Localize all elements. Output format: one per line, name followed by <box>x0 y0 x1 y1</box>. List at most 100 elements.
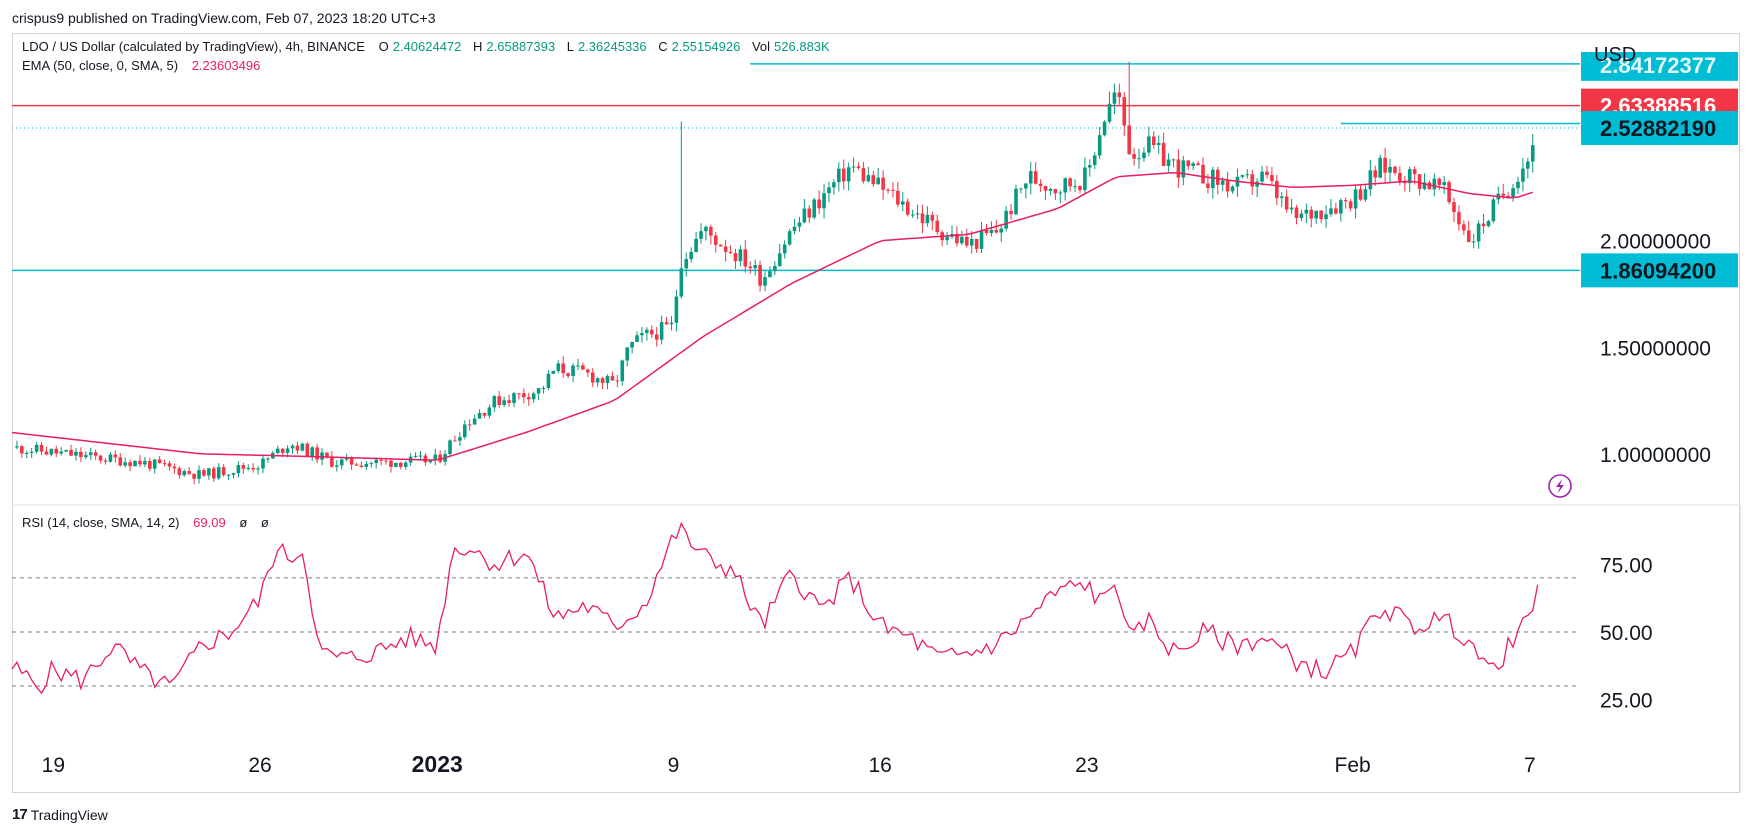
candle-body[interactable] <box>113 454 118 458</box>
candle-body[interactable] <box>1117 92 1122 98</box>
candle-body[interactable] <box>1329 208 1333 215</box>
candle-body[interactable] <box>472 418 477 425</box>
candle-body[interactable] <box>1358 189 1363 200</box>
candle-body[interactable] <box>1230 186 1235 192</box>
candle-body[interactable] <box>177 468 182 476</box>
candle-body[interactable] <box>1102 121 1107 136</box>
candle-body[interactable] <box>1191 163 1195 167</box>
candle-body[interactable] <box>1225 180 1230 192</box>
candle-body[interactable] <box>1353 189 1358 209</box>
candle-body[interactable] <box>69 449 73 456</box>
candle-body[interactable] <box>1476 223 1481 242</box>
candle-body[interactable] <box>1462 224 1466 231</box>
candle-body[interactable] <box>1196 163 1200 165</box>
candle-body[interactable] <box>856 166 861 169</box>
candle-body[interactable] <box>531 393 536 400</box>
candle-body[interactable] <box>748 266 753 269</box>
candle-body[interactable] <box>630 341 634 348</box>
candle-body[interactable] <box>216 467 221 479</box>
candle-body[interactable] <box>1122 97 1127 126</box>
candle-body[interactable] <box>1240 175 1245 177</box>
candle-body[interactable] <box>20 446 24 454</box>
candle-body[interactable] <box>1432 178 1437 190</box>
candle-body[interactable] <box>679 268 684 297</box>
candle-body[interactable] <box>207 468 211 476</box>
candle-body[interactable] <box>423 455 428 463</box>
candle-body[interactable] <box>964 236 969 246</box>
candle-body[interactable] <box>777 253 782 266</box>
candle-body[interactable] <box>787 231 792 245</box>
candle-body[interactable] <box>1127 125 1131 155</box>
candle-body[interactable] <box>605 376 610 383</box>
candle-body[interactable] <box>1097 135 1102 156</box>
candle-body[interactable] <box>536 388 541 394</box>
rsi-line[interactable] <box>11 521 1539 695</box>
candle-body[interactable] <box>428 459 433 463</box>
candle-body[interactable] <box>600 378 605 383</box>
candle-body[interactable] <box>1452 202 1456 213</box>
candle-body[interactable] <box>709 226 713 236</box>
candle-body[interactable] <box>182 471 187 476</box>
candle-body[interactable] <box>541 387 546 389</box>
candle-body[interactable] <box>866 175 871 182</box>
candle-body[interactable] <box>723 246 728 252</box>
tradingview-logo[interactable]: 17 TradingView <box>12 806 108 823</box>
candle-body[interactable] <box>1004 210 1008 229</box>
candle-body[interactable] <box>1171 159 1176 161</box>
candle-body[interactable] <box>79 451 83 458</box>
candle-body[interactable] <box>300 443 305 451</box>
candle-body[interactable] <box>354 464 359 466</box>
candle-body[interactable] <box>915 213 920 215</box>
candle-body[interactable] <box>310 447 315 457</box>
candle-body[interactable] <box>1422 182 1427 189</box>
candle-body[interactable] <box>502 400 506 406</box>
candle-body[interactable] <box>1457 212 1461 225</box>
candle-body[interactable] <box>143 460 147 465</box>
candle-body[interactable] <box>758 265 762 286</box>
candle-body[interactable] <box>128 462 132 467</box>
candle-body[interactable] <box>197 470 201 479</box>
candle-body[interactable] <box>413 455 418 457</box>
candle-body[interactable] <box>1215 169 1220 185</box>
candle-body[interactable] <box>930 214 935 221</box>
candle-body[interactable] <box>768 271 772 278</box>
candle-body[interactable] <box>1220 180 1225 185</box>
candle-body[interactable] <box>792 226 797 232</box>
candle-body[interactable] <box>152 459 157 469</box>
candle-body[interactable] <box>1092 155 1097 166</box>
candle-body[interactable] <box>654 334 659 340</box>
candle-body[interactable] <box>595 378 600 383</box>
candle-body[interactable] <box>453 440 457 442</box>
candle-body[interactable] <box>649 329 654 335</box>
candle-body[interactable] <box>1398 172 1402 182</box>
candle-body[interactable] <box>211 468 216 479</box>
candle-body[interactable] <box>172 466 177 469</box>
candle-body[interactable] <box>994 229 999 233</box>
candle-body[interactable] <box>989 229 994 233</box>
candle-body[interactable] <box>615 380 620 382</box>
candle-body[interactable] <box>133 460 137 467</box>
candle-body[interactable] <box>1151 136 1156 146</box>
candle-body[interactable] <box>689 251 693 260</box>
candle-body[interactable] <box>886 189 890 191</box>
candle-body[interactable] <box>1516 181 1520 189</box>
candle-body[interactable] <box>1161 142 1166 166</box>
candle-body[interactable] <box>1334 208 1338 214</box>
candle-body[interactable] <box>236 465 241 474</box>
candle-body[interactable] <box>1166 159 1171 166</box>
candle-body[interactable] <box>1319 210 1323 220</box>
candle-body[interactable] <box>24 452 29 454</box>
candle-body[interactable] <box>1024 183 1028 189</box>
candle-body[interactable] <box>625 347 629 361</box>
candle-body[interactable] <box>699 231 703 239</box>
candle-body[interactable] <box>359 465 364 468</box>
candle-body[interactable] <box>1299 213 1304 218</box>
candle-body[interactable] <box>477 412 482 419</box>
candle-body[interactable] <box>590 372 595 383</box>
candle-body[interactable] <box>546 373 551 388</box>
candle-body[interactable] <box>1068 178 1072 187</box>
candle-body[interactable] <box>851 166 856 168</box>
candle-body[interactable] <box>369 463 374 465</box>
candle-body[interactable] <box>704 226 708 232</box>
